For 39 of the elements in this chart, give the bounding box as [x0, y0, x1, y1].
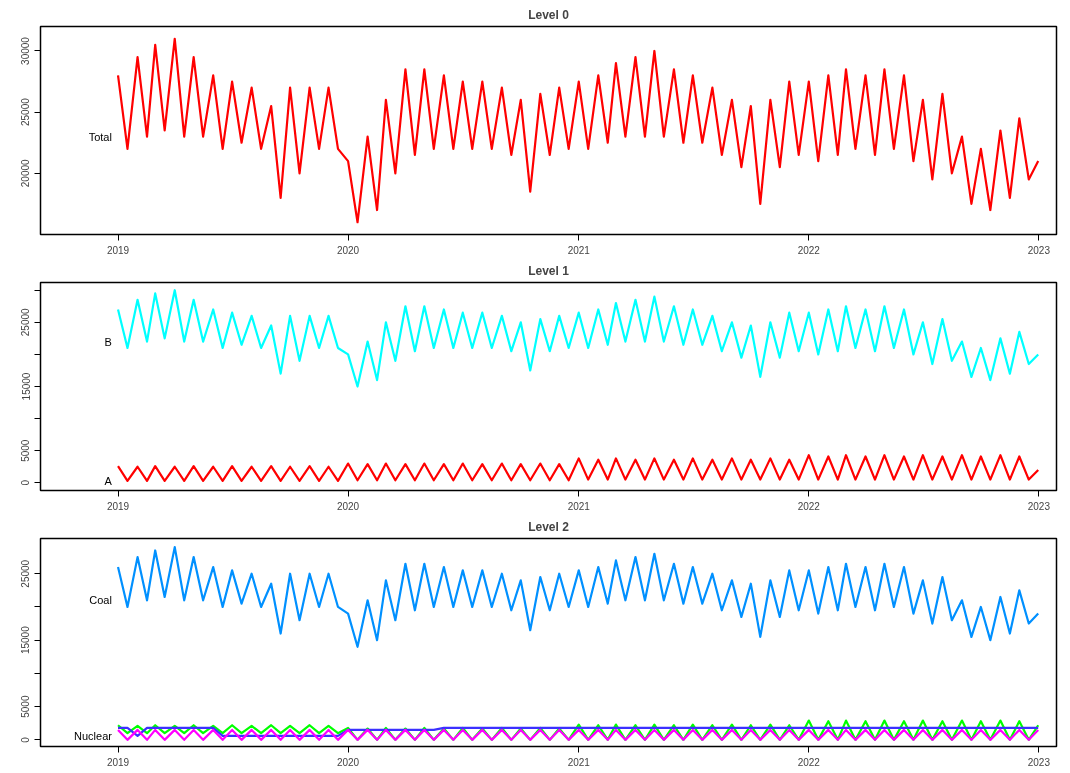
series-label: A [104, 474, 113, 487]
x-tick-label: 2020 [336, 500, 360, 512]
y-tick-label: 5000 [20, 439, 32, 462]
x-tick-label: 2023 [1027, 244, 1051, 256]
x-tick-label: 2023 [1027, 756, 1051, 768]
y-tick-label: 15000 [20, 625, 32, 655]
line-series [116, 454, 1040, 482]
y-tick-label: 0 [20, 736, 32, 743]
x-tick-label: 2021 [567, 756, 591, 768]
series-label: Coal [89, 594, 112, 607]
y-tick-label: 25000 [20, 97, 32, 127]
series-label: B [104, 335, 112, 348]
x-tick-label: 2019 [106, 756, 130, 768]
chart-title: Level 2 [528, 519, 570, 534]
line-series [116, 289, 1040, 388]
x-tick-label: 2022 [797, 756, 821, 768]
x-tick-label: 2022 [797, 244, 821, 256]
y-tick-label: 30000 [20, 36, 32, 65]
y-tick-label: 25000 [20, 307, 32, 337]
series-label: Total [88, 130, 112, 143]
x-tick-label: 2019 [106, 244, 130, 256]
y-tick-label: 20000 [20, 158, 32, 188]
y-tick-label: 25000 [20, 559, 32, 588]
x-tick-label: 2023 [1027, 500, 1051, 512]
x-tick-label: 2020 [336, 244, 360, 256]
x-tick-label: 2021 [567, 500, 591, 512]
x-tick-label: 2019 [106, 500, 130, 512]
series-label: Nuclear [74, 729, 113, 742]
line-series [116, 37, 1040, 224]
y-tick-label: 0 [20, 479, 32, 486]
line-series [116, 546, 1040, 648]
x-tick-label: 2022 [797, 500, 821, 512]
chart-title: Level 1 [528, 263, 570, 278]
chart-title: Level 0 [528, 7, 570, 22]
y-tick-label: 15000 [20, 372, 32, 401]
x-tick-label: 2021 [567, 244, 591, 256]
y-tick-label: 5000 [20, 695, 32, 718]
line-series [116, 719, 1040, 741]
x-tick-label: 2020 [336, 756, 360, 768]
